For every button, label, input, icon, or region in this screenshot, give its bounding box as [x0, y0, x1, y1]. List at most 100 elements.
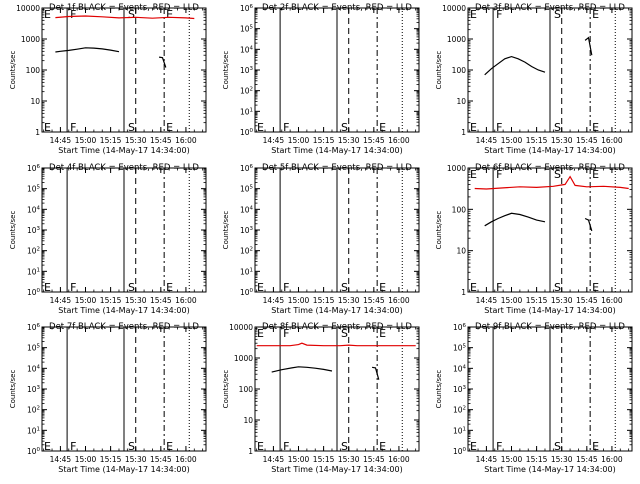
y-tick-label: 1 — [461, 128, 466, 137]
x-tick-label: 15:15 — [313, 455, 335, 464]
x-tick-label: 15:00 — [75, 136, 97, 145]
y-tick-label: 1000 — [447, 164, 466, 173]
event-marker-label: E — [44, 440, 51, 453]
x-tick-label: 15:45 — [576, 455, 598, 464]
x-axis-label: Start Time (14-May-17 14:34:00) — [58, 146, 189, 155]
event-marker-label: F — [496, 121, 502, 134]
y-tick-label: 10 — [243, 416, 253, 425]
y-tick-label: 10 — [30, 97, 40, 106]
y-tick-label: 100 — [239, 385, 254, 394]
y-axis-label: Counts/sec — [435, 211, 443, 250]
y-tick-exponent: 6 — [250, 164, 254, 170]
y-tick-label: 106 — [240, 4, 254, 13]
event-marker-label-top: E — [379, 327, 386, 340]
x-tick-label: 15:45 — [150, 136, 172, 145]
series-line — [158, 56, 167, 68]
x-tick-label: 15:45 — [576, 136, 598, 145]
y-tick-label: 103 — [240, 226, 254, 235]
series-line — [584, 36, 593, 56]
y-axis-label: Counts/sec — [435, 51, 443, 90]
panel-9: Det 9f BLACK = Events, RED = LLD10010110… — [435, 322, 633, 474]
event-marker-label-top: F — [283, 327, 289, 340]
y-tick-label: 106 — [453, 323, 467, 332]
y-tick-label: 104 — [240, 205, 254, 214]
y-tick-label: 100 — [452, 205, 467, 214]
y-tick-exponent: 2 — [37, 247, 41, 253]
x-tick-label: 15:15 — [313, 136, 335, 145]
event-marker-label-top: S — [128, 8, 135, 21]
event-marker-label-top: F — [496, 168, 502, 181]
event-marker-label-top: S — [554, 168, 561, 181]
y-tick-exponent: 2 — [250, 87, 254, 93]
event-marker-label-top: F — [70, 8, 76, 21]
event-marker-label: E — [592, 121, 599, 134]
series-line — [584, 217, 593, 232]
y-tick-label: 1000 — [21, 35, 40, 44]
x-tick-label: 15:00 — [288, 455, 310, 464]
x-tick-label: 15:00 — [501, 455, 523, 464]
event-marker-label: F — [70, 281, 76, 294]
y-axis-label: Counts/sec — [9, 370, 17, 409]
y-tick-exponent: 5 — [250, 185, 254, 191]
y-tick-exponent: 1 — [37, 267, 41, 273]
panel-5: Det 5f BLACK = Events, RED = LLD10010110… — [222, 163, 420, 315]
event-marker-label-top: E — [166, 8, 173, 21]
x-axis-label: Start Time (14-May-17 14:34:00) — [271, 306, 402, 315]
y-axis-label: Counts/sec — [222, 211, 230, 250]
x-tick-label: 16:00 — [175, 296, 197, 305]
x-tick-label: 15:00 — [501, 136, 523, 145]
x-axis-label: Start Time (14-May-17 14:34:00) — [271, 146, 402, 155]
x-tick-label: 15:15 — [313, 296, 335, 305]
y-axis-label: Counts/sec — [9, 211, 17, 250]
y-tick-label: 105 — [240, 185, 254, 194]
event-marker-label: F — [496, 440, 502, 453]
y-tick-label: 106 — [240, 164, 254, 173]
x-tick-label: 15:30 — [338, 455, 360, 464]
x-axis-label: Start Time (14-May-17 14:34:00) — [58, 465, 189, 474]
y-tick-exponent: 3 — [463, 385, 467, 391]
series-line — [484, 212, 546, 227]
y-tick-label: 105 — [27, 344, 41, 353]
x-tick-label: 15:30 — [338, 296, 360, 305]
x-tick-label: 15:30 — [125, 455, 147, 464]
x-tick-label: 14:45 — [263, 296, 285, 305]
event-marker-label: F — [283, 440, 289, 453]
y-tick-label: 102 — [240, 247, 253, 256]
y-tick-label: 104 — [27, 205, 41, 214]
event-marker-label: E — [44, 121, 51, 134]
x-tick-label: 15:00 — [75, 296, 97, 305]
x-tick-label: 15:00 — [501, 296, 523, 305]
y-tick-label: 101 — [240, 267, 253, 276]
panel-2: Det 2f BLACK = Events, RED = LLD10010110… — [222, 3, 420, 155]
event-marker-label: F — [283, 281, 289, 294]
y-axis-label: Counts/sec — [9, 51, 17, 90]
panel-7: Det 7f BLACK = Events, RED = LLD10010110… — [9, 322, 207, 474]
x-axis-label: Start Time (14-May-17 14:34:00) — [484, 306, 615, 315]
event-marker-label: E — [44, 281, 51, 294]
x-tick-label: 14:45 — [263, 136, 285, 145]
y-tick-label: 103 — [453, 385, 467, 394]
event-marker-label: S — [341, 121, 348, 134]
y-tick-exponent: 1 — [250, 107, 254, 113]
x-tick-label: 16:00 — [175, 455, 197, 464]
y-tick-exponent: 4 — [250, 45, 254, 51]
y-tick-label: 101 — [453, 426, 466, 435]
event-marker-label: E — [166, 121, 173, 134]
x-tick-label: 15:15 — [526, 136, 548, 145]
x-tick-label: 15:30 — [551, 455, 573, 464]
x-tick-label: 14:45 — [50, 136, 72, 145]
y-tick-exponent: 6 — [37, 323, 41, 329]
event-marker-label: S — [554, 440, 561, 453]
event-marker-label-top: S — [341, 327, 348, 340]
y-tick-label: 102 — [453, 406, 466, 415]
y-axis-label: Counts/sec — [222, 51, 230, 90]
x-tick-label: 15:30 — [551, 136, 573, 145]
x-tick-label: 15:45 — [150, 455, 172, 464]
x-tick-label: 15:30 — [125, 296, 147, 305]
event-marker-label: E — [592, 440, 599, 453]
y-tick-exponent: 3 — [250, 66, 254, 72]
event-marker-label: S — [341, 281, 348, 294]
event-marker-label-top: E — [257, 327, 264, 340]
y-tick-exponent: 1 — [37, 426, 41, 432]
